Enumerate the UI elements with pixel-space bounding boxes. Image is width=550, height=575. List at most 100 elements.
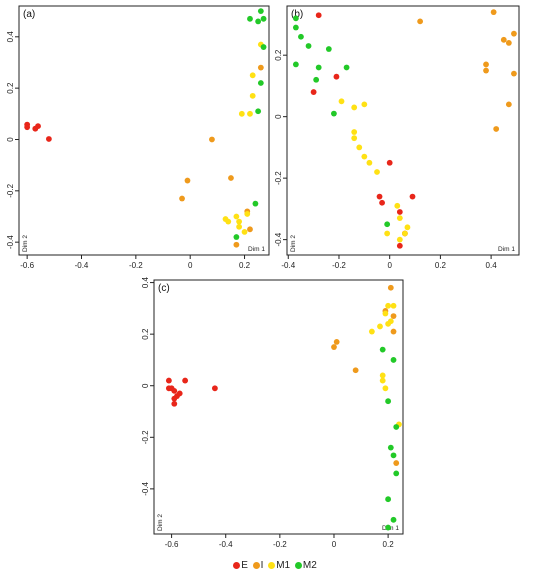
x-tick-label: 0.2 <box>435 261 447 270</box>
point-m1 <box>374 169 380 175</box>
point-m1 <box>396 215 403 222</box>
point-e <box>379 199 385 206</box>
point-i <box>505 39 512 46</box>
x-tick-label: 0 <box>387 261 392 270</box>
point-m1 <box>249 72 256 79</box>
legend-swatch-i <box>252 562 260 569</box>
point-m2 <box>315 64 322 71</box>
point-m2 <box>331 110 337 117</box>
point-m1 <box>394 202 401 209</box>
y-tick-label: 0 <box>141 383 150 388</box>
point-m2 <box>390 452 397 459</box>
point-m1 <box>351 129 358 135</box>
point-m2 <box>252 200 259 207</box>
legend-item-e: E <box>233 560 248 571</box>
x-tick-label: 0 <box>332 540 337 549</box>
panel-label: (c) <box>158 283 170 294</box>
point-e <box>315 12 322 19</box>
point-i <box>483 61 489 68</box>
x-axis-label: Dim 1 <box>248 246 265 253</box>
point-m1 <box>241 228 248 235</box>
point-m2 <box>393 470 400 477</box>
point-e <box>171 387 178 394</box>
y-tick-label: -0.4 <box>274 232 283 246</box>
legend-swatch-m2 <box>294 562 302 569</box>
point-e <box>171 400 178 407</box>
point-e <box>211 385 218 392</box>
point-m2 <box>255 108 262 115</box>
y-tick-label: -0.2 <box>141 430 150 444</box>
point-e <box>45 136 52 142</box>
point-e <box>376 193 383 200</box>
point-m2 <box>247 15 253 22</box>
y-tick-label: 0.2 <box>6 82 15 94</box>
point-i <box>257 64 264 71</box>
point-m1 <box>402 230 408 237</box>
point-e <box>171 395 178 402</box>
point-m2 <box>385 398 392 405</box>
legend-label-i: I <box>260 560 264 571</box>
y-tick-label: 0.2 <box>274 49 283 61</box>
point-m2 <box>393 424 400 430</box>
plot-frame <box>18 5 270 256</box>
point-e <box>182 377 189 384</box>
point-m1 <box>361 101 368 108</box>
point-i <box>390 328 397 335</box>
y-axis-label: Dim 2 <box>157 514 164 531</box>
y-tick-label: 0.2 <box>141 328 150 340</box>
point-i <box>505 101 512 108</box>
point-m1 <box>384 230 391 237</box>
point-m2 <box>298 33 304 40</box>
y-tick-label: 0.4 <box>141 276 150 288</box>
point-m2 <box>257 8 264 15</box>
point-m1 <box>368 328 375 335</box>
point-m1 <box>387 318 394 325</box>
point-m1 <box>396 236 403 243</box>
point-i <box>179 195 185 202</box>
point-m1 <box>249 92 256 99</box>
panel-1: -0.6 -0.4 -0.2 0 0.2 -0.4 -0.2 0 0.2 0.4 (a) Dim 1 D… <box>6 5 270 270</box>
x-tick-label: -0.6 <box>20 261 34 270</box>
point-i <box>387 284 394 291</box>
point-i <box>490 9 497 16</box>
x-tick-label: -0.2 <box>129 261 143 270</box>
point-m1 <box>225 218 232 225</box>
point-e <box>310 89 317 95</box>
point-i <box>500 36 507 43</box>
legend-label-m1: M1 <box>276 560 291 571</box>
point-m1 <box>238 110 245 117</box>
point-i <box>511 70 517 77</box>
point-m1 <box>390 302 397 309</box>
x-tick-label: 0.2 <box>383 540 395 549</box>
point-m1 <box>361 153 368 160</box>
point-m2 <box>260 44 267 50</box>
point-m1 <box>404 224 411 231</box>
x-tick-label: -0.2 <box>332 261 346 270</box>
point-m1 <box>382 385 389 392</box>
point-i <box>184 177 191 184</box>
legend-swatch-e <box>233 562 241 569</box>
legend-label-e: E <box>241 560 248 571</box>
panel-label: (a) <box>23 9 35 20</box>
legend-item-i: I <box>252 560 264 571</box>
x-tick-label: -0.4 <box>75 261 89 270</box>
point-m2 <box>390 516 397 523</box>
point-m1 <box>382 310 389 317</box>
point-e <box>396 209 403 215</box>
point-m2 <box>387 444 394 451</box>
panel-2: -0.4 -0.2 0 0.2 0.4 -0.4 -0.2 0 0.2 (b) Dim 1 Dim 2 <box>274 5 520 270</box>
y-tick-label: 0 <box>6 137 15 142</box>
point-i <box>390 313 397 320</box>
panel-label: (b) <box>291 9 303 20</box>
y-tick-label: 0.4 <box>6 31 15 43</box>
point-i <box>331 344 337 350</box>
y-tick-label: -0.4 <box>141 481 150 495</box>
point-e <box>165 385 172 392</box>
point-m2 <box>260 15 267 22</box>
y-axis-label: Dim 2 <box>290 235 297 252</box>
point-m1 <box>377 323 383 330</box>
point-i <box>209 136 215 143</box>
point-m1 <box>338 98 345 105</box>
point-e <box>386 159 393 166</box>
y-tick-label: -0.4 <box>6 235 15 249</box>
